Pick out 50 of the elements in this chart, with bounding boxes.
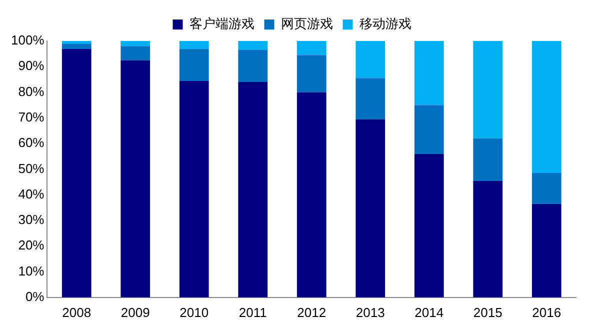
y-tick-label: 30% (18, 212, 45, 228)
y-tick-label: 20% (18, 238, 45, 253)
bar (532, 41, 562, 174)
legend-label: 移动游戏 (359, 16, 412, 32)
bar (356, 78, 386, 120)
y-tick-label: 0% (25, 288, 45, 304)
x-tick-label: 2011 (238, 304, 267, 320)
bar (473, 180, 503, 298)
bar (179, 41, 209, 49)
y-tick-label: 90% (18, 58, 45, 74)
bar (62, 41, 92, 44)
bar (179, 48, 209, 81)
bar (356, 41, 386, 78)
legend-label: 客户端游戏 (189, 16, 254, 32)
x-tick-label: 2008 (62, 304, 92, 320)
y-tick-label: 40% (18, 186, 45, 202)
bar (532, 204, 562, 298)
bar (532, 173, 562, 204)
bar (473, 138, 503, 181)
bar (414, 105, 444, 154)
bar (238, 41, 268, 50)
y-tick-label: 80% (18, 84, 45, 99)
bar (179, 80, 209, 298)
bar (120, 46, 150, 60)
legend-label: 网页游戏 (280, 16, 333, 32)
bar (296, 92, 326, 298)
x-tick-label: 2013 (356, 304, 385, 320)
x-tick-label: 2009 (120, 304, 150, 320)
bar (414, 154, 444, 298)
y-tick-label: 100% (11, 32, 45, 48)
bar (296, 41, 326, 56)
x-tick-label: 2015 (473, 304, 502, 320)
y-tick-label: 60% (18, 135, 45, 150)
bar (414, 41, 444, 106)
y-tick-label: 50% (18, 160, 45, 176)
y-tick-label: 10% (18, 263, 45, 278)
bar (120, 41, 150, 46)
bar (238, 50, 268, 82)
x-tick-label: 2010 (180, 304, 209, 320)
bar (356, 119, 386, 298)
bar (238, 82, 268, 298)
x-tick-label: 2014 (414, 304, 444, 320)
y-tick-label: 70% (18, 110, 45, 124)
bar (120, 60, 150, 298)
x-tick-label: 2016 (532, 304, 562, 320)
bar (62, 44, 92, 49)
x-tick-label: 2012 (297, 304, 326, 320)
bar (62, 48, 92, 298)
bar (473, 41, 503, 138)
bar (296, 55, 326, 92)
